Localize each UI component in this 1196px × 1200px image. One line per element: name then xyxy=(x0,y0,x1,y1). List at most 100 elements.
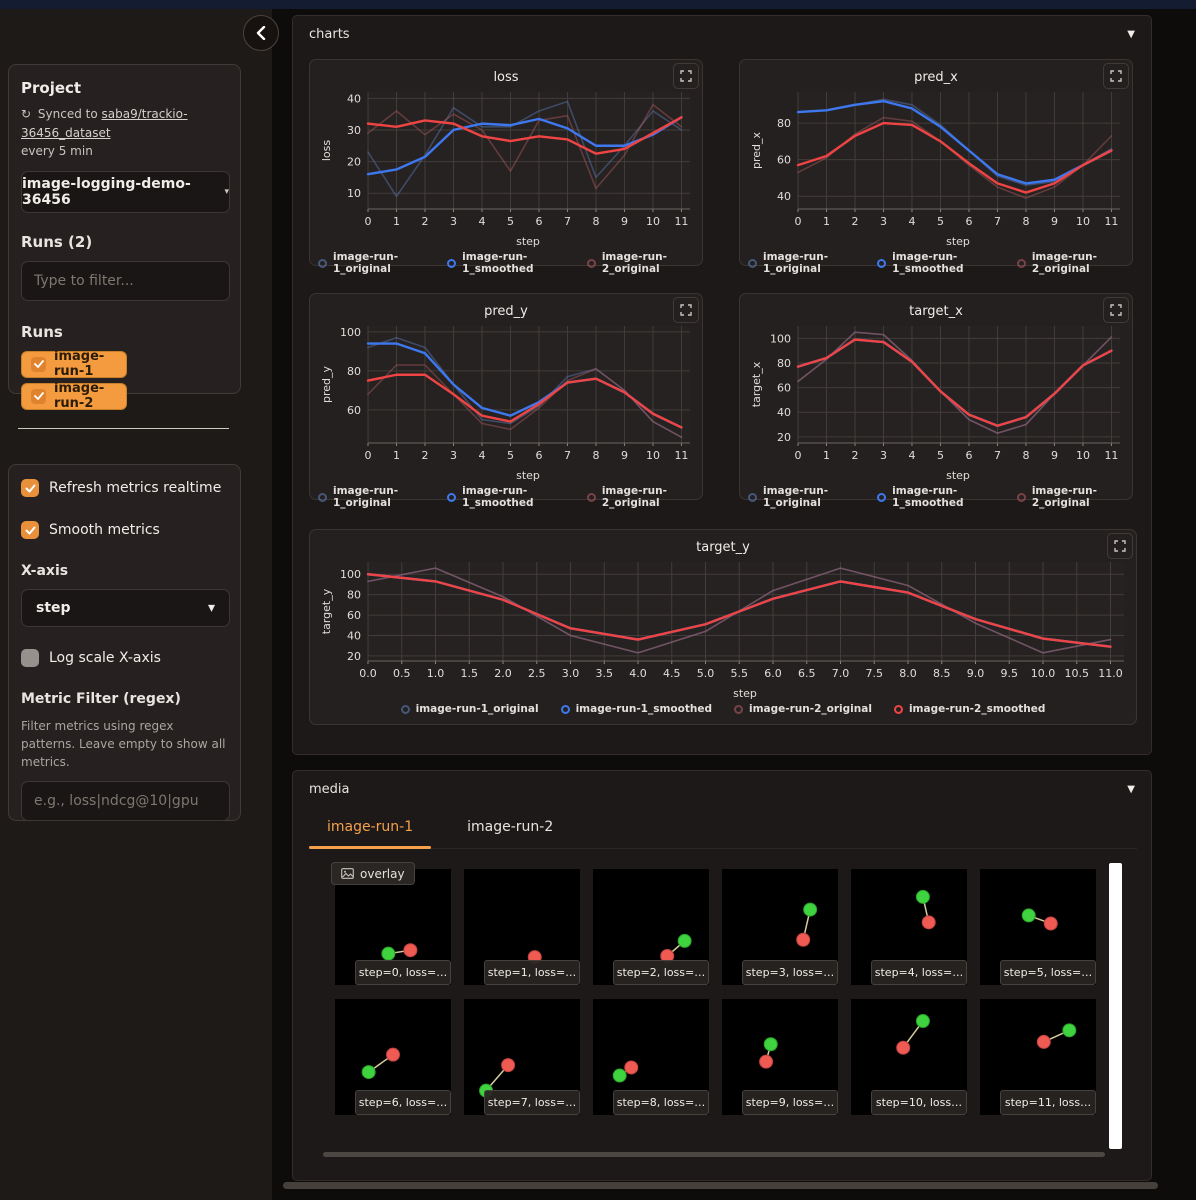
legend-item[interactable]: image-run-1_smoothed xyxy=(447,251,565,275)
legend-item[interactable]: image-run-2_original xyxy=(1016,251,1124,275)
collapse-section-icon[interactable]: ▼ xyxy=(1127,784,1135,795)
chart-plot-loss[interactable]: 0 1 2 3 4 5 6 7 8 9 10 11 10 20 30 40 loss xyxy=(318,87,696,233)
chevron-left-icon xyxy=(256,26,266,40)
horizontal-scrollbar-track[interactable] xyxy=(323,1152,1105,1157)
charts-panel-title: charts xyxy=(309,27,350,42)
legend-item[interactable]: image-run-1_smoothed xyxy=(877,251,995,275)
runs-filter-input[interactable] xyxy=(21,260,230,301)
media-thumbnail[interactable]: step=11, loss… xyxy=(980,999,1096,1115)
svg-text:2: 2 xyxy=(851,449,858,462)
run-pill-image-run-2[interactable]: image-run-2 xyxy=(21,381,127,411)
svg-text:10: 10 xyxy=(646,449,660,462)
legend-marker-icon xyxy=(586,258,596,268)
run-pill-label: image-run-1 xyxy=(54,349,105,380)
svg-text:100: 100 xyxy=(340,326,361,339)
media-thumbnail[interactable]: step=3, loss=… xyxy=(722,869,838,985)
legend-marker-icon xyxy=(560,704,570,714)
smooth-metrics-checkbox[interactable]: Smooth metrics xyxy=(21,521,228,539)
legend-label: image-run-2_original xyxy=(749,703,872,715)
vertical-scrollbar-thumb[interactable] xyxy=(1109,863,1122,1149)
checkbox-checked-icon xyxy=(21,521,39,539)
legend-marker-icon xyxy=(447,492,457,502)
expand-chart-button[interactable] xyxy=(673,63,699,89)
svg-text:1: 1 xyxy=(393,449,400,462)
metric-filter-input[interactable] xyxy=(21,781,230,821)
media-thumbnail[interactable]: step=9, loss=… xyxy=(722,999,838,1115)
charts-panel-header[interactable]: charts ▼ xyxy=(293,16,1151,48)
svg-text:loss: loss xyxy=(320,140,333,162)
svg-text:11: 11 xyxy=(1104,215,1118,228)
media-thumbnail[interactable]: step=4, loss=… xyxy=(851,869,967,985)
expand-chart-button[interactable] xyxy=(1107,533,1133,559)
legend-item[interactable]: image-run-1_original xyxy=(318,485,425,509)
legend-label: image-run-1_original xyxy=(333,251,399,275)
project-dropdown[interactable]: image-logging-demo-36456 ▾ xyxy=(21,170,230,213)
svg-text:60: 60 xyxy=(347,609,361,622)
refresh-metrics-checkbox[interactable]: Refresh metrics realtime xyxy=(21,479,228,497)
chart-xlabel: step xyxy=(733,687,757,700)
svg-text:20: 20 xyxy=(347,650,361,663)
collapse-sidebar-button[interactable] xyxy=(243,15,279,51)
legend-label: image-run-2_original xyxy=(1031,485,1097,509)
legend-item[interactable]: image-run-1_smoothed xyxy=(560,703,712,715)
svg-text:5: 5 xyxy=(937,215,944,228)
log-scale-checkbox[interactable]: Log scale X-axis xyxy=(21,649,228,667)
svg-text:5: 5 xyxy=(937,449,944,462)
svg-text:20: 20 xyxy=(347,156,361,169)
legend-item[interactable]: image-run-1_original xyxy=(400,703,539,715)
media-thumbnail[interactable]: step=0, loss=… xyxy=(335,869,451,985)
media-caption: step=2, loss=… xyxy=(613,960,709,985)
svg-text:6: 6 xyxy=(535,215,542,228)
expand-chart-button[interactable] xyxy=(673,297,699,323)
collapse-section-icon[interactable]: ▼ xyxy=(1127,29,1135,40)
legend-item[interactable]: image-run-1_original xyxy=(748,251,855,275)
legend-item[interactable]: image-run-2_smoothed xyxy=(893,703,1045,715)
tab-image-run-2[interactable]: image-run-2 xyxy=(467,819,554,835)
legend-item[interactable]: image-run-2_original xyxy=(586,485,694,509)
media-caption: step=5, loss=… xyxy=(1000,960,1096,985)
legend-item[interactable]: image-run-1_smoothed xyxy=(877,485,995,509)
legend-marker-icon xyxy=(877,258,887,268)
legend-marker-icon xyxy=(1016,258,1026,268)
legend-item[interactable]: image-run-1_original xyxy=(748,485,855,509)
expand-chart-button[interactable] xyxy=(1103,297,1129,323)
chevron-down-icon: ▾ xyxy=(207,600,215,616)
smooth-metrics-label: Smooth metrics xyxy=(49,522,160,538)
legend-label: image-run-1_original xyxy=(415,703,539,715)
tab-image-run-1[interactable]: image-run-1 xyxy=(309,815,432,849)
media-thumbnail[interactable]: step=5, loss=… xyxy=(980,869,1096,985)
media-thumbnail[interactable]: step=7, loss=… xyxy=(464,999,580,1115)
media-thumbnail[interactable]: step=2, loss=… xyxy=(593,869,709,985)
media-thumbnail[interactable]: step=1, loss=… xyxy=(464,869,580,985)
svg-text:3: 3 xyxy=(880,449,887,462)
media-thumbnail[interactable]: step=6, loss=… xyxy=(335,999,451,1115)
media-caption: step=4, loss=… xyxy=(871,960,967,985)
media-panel-header[interactable]: media ▼ xyxy=(293,771,1151,803)
legend-item[interactable]: image-run-2_original xyxy=(586,251,694,275)
chart-plot-pred_x[interactable]: 0 1 2 3 4 5 6 7 8 9 10 11 40 60 80 pred_x xyxy=(748,87,1126,233)
xaxis-dropdown[interactable]: step ▾ xyxy=(21,589,230,627)
overlay-button[interactable]: overlay xyxy=(331,862,415,885)
expand-chart-button[interactable] xyxy=(1103,63,1129,89)
media-thumbnail[interactable]: step=8, loss=… xyxy=(593,999,709,1115)
chart-card-loss: loss 0 1 2 3 4 5 6 7 8 9 10 11 10 20 30 40 loss step image-… xyxy=(309,59,703,275)
page-horizontal-scrollbar[interactable] xyxy=(283,1182,1158,1189)
chart-plot-target_y[interactable]: 0.0 0.5 1.0 1.5 2.0 2.5 3.0 3.5 4.0 4.5 5.0 5.5 6.0 6… xyxy=(318,557,1130,685)
chart-plot-target_x[interactable]: 0 1 2 3 4 5 6 7 8 9 10 11 20 40 60 80 100 target_x xyxy=(748,321,1126,467)
run-pill-image-run-1[interactable]: image-run-1 xyxy=(21,349,127,380)
legend-item[interactable]: image-run-2_original xyxy=(1016,485,1124,509)
legend-marker-icon xyxy=(586,492,596,502)
svg-text:7: 7 xyxy=(564,215,571,228)
checkbox-checked-icon xyxy=(31,356,46,372)
svg-text:8: 8 xyxy=(592,449,599,462)
svg-text:10.5: 10.5 xyxy=(1065,667,1090,680)
dataset-link[interactable]: saba9/trackio-36456_dataset xyxy=(21,107,188,140)
media-thumbnail[interactable]: step=10, loss… xyxy=(851,999,967,1115)
legend-item[interactable]: image-run-2_original xyxy=(734,703,872,715)
svg-text:5.5: 5.5 xyxy=(731,667,749,680)
legend-item[interactable]: image-run-1_smoothed xyxy=(447,485,565,509)
legend-item[interactable]: image-run-1_original xyxy=(318,251,425,275)
media-caption: step=10, loss… xyxy=(871,1090,967,1115)
svg-text:9: 9 xyxy=(621,449,628,462)
chart-plot-pred_y[interactable]: 0 1 2 3 4 5 6 7 8 9 10 11 60 80 100 pred_y xyxy=(318,321,696,467)
